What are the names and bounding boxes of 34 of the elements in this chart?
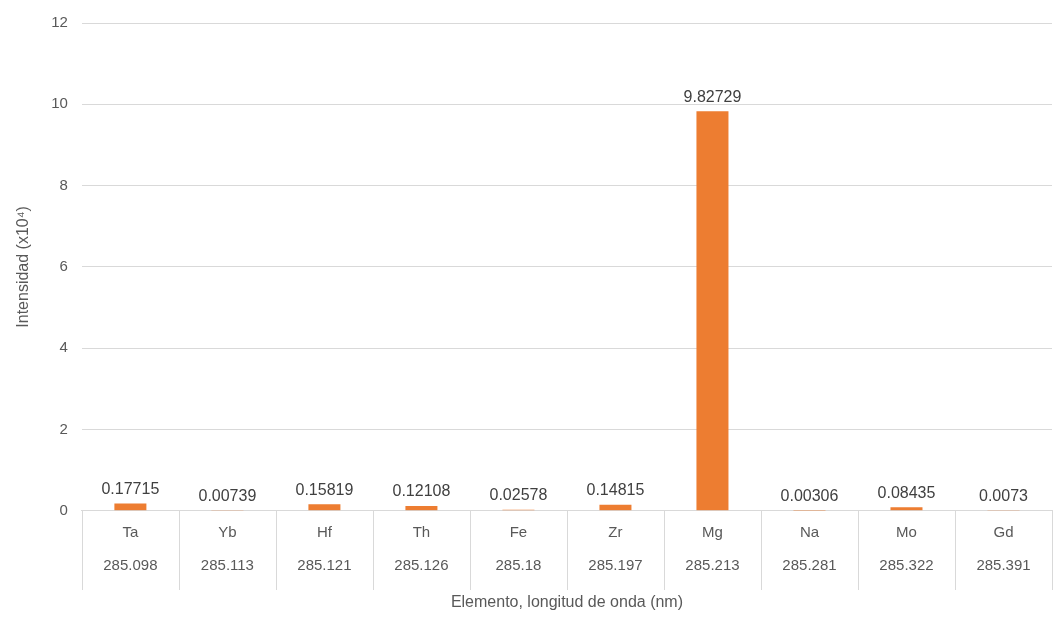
data-label: 0.00739 xyxy=(198,486,257,504)
bar xyxy=(696,111,729,511)
y-tick-label: 8 xyxy=(59,175,68,193)
y-tick-label: 10 xyxy=(51,94,68,112)
data-label: 0.14815 xyxy=(586,481,645,499)
x-tick-label: Zr 285.197 xyxy=(588,523,643,574)
bar xyxy=(405,505,438,511)
bar xyxy=(890,507,923,511)
data-label: 0.15819 xyxy=(295,480,354,498)
x-tick-label: Mg 285.213 xyxy=(685,523,740,574)
data-label: 0.00306 xyxy=(780,487,839,505)
y-tick-label: 2 xyxy=(59,419,68,437)
bar xyxy=(308,504,341,511)
x-tick-label: Ta 285.098 xyxy=(103,523,158,574)
data-label: 0.0073 xyxy=(979,486,1029,504)
data-label: 0.08435 xyxy=(877,483,936,501)
x-tick-label: Mo 285.322 xyxy=(879,523,934,574)
x-tick-label: Gd 285.391 xyxy=(976,523,1031,574)
data-label: 0.17715 xyxy=(101,480,160,498)
y-axis-title: Intensidad (x10⁴) xyxy=(14,206,32,328)
y-tick-label: 0 xyxy=(59,500,68,518)
x-tick-label: Na 285.281 xyxy=(782,523,837,574)
x-tick-label: Th 285.126 xyxy=(394,523,449,574)
data-label: 9.82729 xyxy=(683,87,742,105)
y-tick-label: 6 xyxy=(59,257,68,275)
x-tick-label: Hf 285.121 xyxy=(297,523,352,574)
bar xyxy=(599,504,632,511)
data-label: 0.02578 xyxy=(489,486,548,504)
x-tick-label: Fe 285.18 xyxy=(495,523,542,574)
y-tick-label: 12 xyxy=(51,13,68,31)
x-tick-label: Yb 285.113 xyxy=(200,523,254,574)
x-axis-title: Elemento, longitud de onda (nm) xyxy=(450,592,684,610)
data-label: 0.12108 xyxy=(392,482,451,500)
y-tick-label: 4 xyxy=(59,338,68,356)
